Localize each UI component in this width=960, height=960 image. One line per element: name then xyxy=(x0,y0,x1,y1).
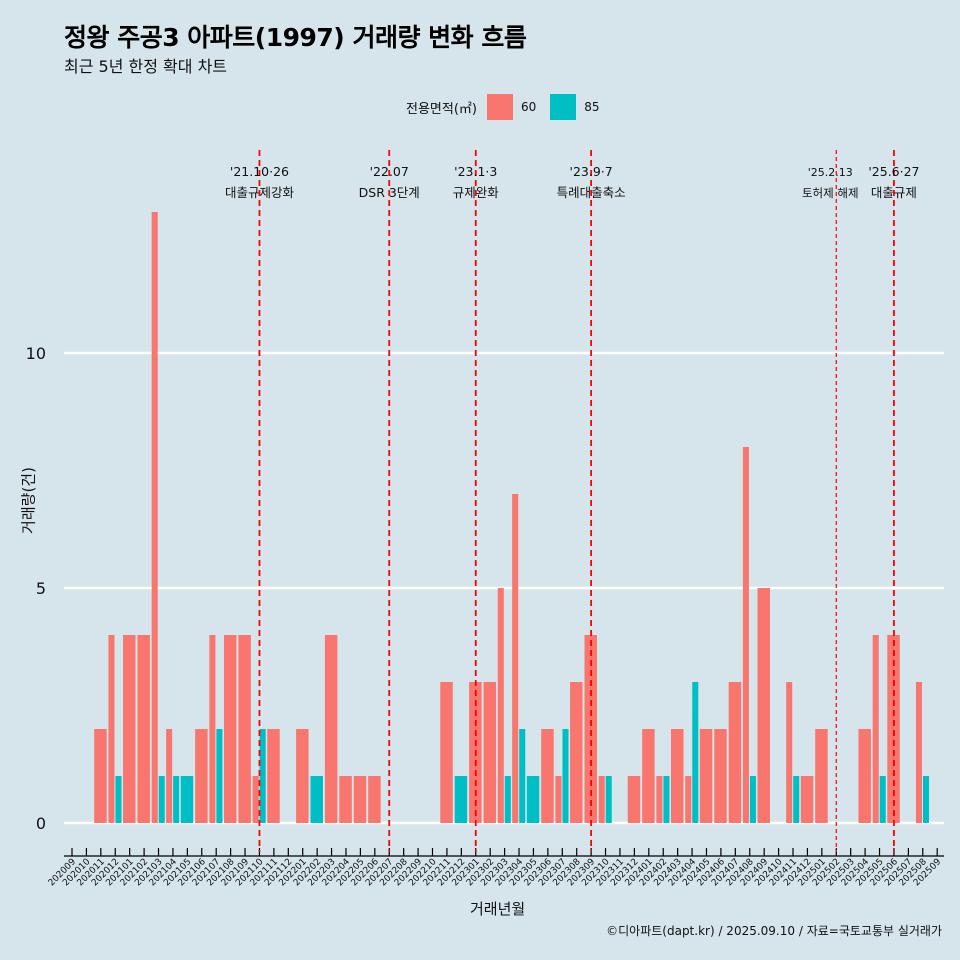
bar-60-202308 xyxy=(570,682,583,823)
bar-60-202409 xyxy=(757,588,770,823)
bar-85-202303 xyxy=(504,776,511,823)
bar-60-202505 xyxy=(872,635,879,823)
bar-85-202105 xyxy=(180,776,194,823)
bar-85-202305 xyxy=(526,776,540,823)
bar-60-202110 xyxy=(252,776,259,823)
y-axis-title: 거래량(건) xyxy=(19,467,38,534)
bar-85-202202 xyxy=(310,776,323,823)
bar-60-202012 xyxy=(108,635,115,823)
bar-60-202408 xyxy=(742,447,749,823)
event-label: 특례대출축소 xyxy=(557,185,626,200)
bar-60-202504 xyxy=(858,729,871,823)
bar-60-202312 xyxy=(627,776,641,823)
event-date: '23.1·3 xyxy=(454,164,497,179)
bar-60-202412 xyxy=(800,776,814,823)
bar-60-202201 xyxy=(296,729,309,823)
legend-label-60: 60 xyxy=(520,100,537,114)
bar-60-202011 xyxy=(94,729,107,823)
bar-85-202307 xyxy=(562,729,569,823)
bar-60-202107 xyxy=(209,635,216,823)
bar-60-202405 xyxy=(699,729,713,823)
bar-60-202302 xyxy=(483,682,497,823)
event-label: DSR 3단계 xyxy=(359,185,420,200)
bar-85-202408 xyxy=(749,776,756,823)
bar-60-202304 xyxy=(512,494,519,823)
event-date: '25.2.13 xyxy=(808,166,853,179)
bar-60-202406 xyxy=(714,729,727,823)
bar-60-202206 xyxy=(368,776,381,823)
bar-60-202402 xyxy=(656,776,663,823)
bar-85-202104 xyxy=(173,776,180,823)
bar-60-202310 xyxy=(598,776,605,823)
bar-60-202103 xyxy=(151,212,158,823)
event-label: 토허제 해제 xyxy=(802,186,859,200)
bar-60-202309 xyxy=(584,635,597,823)
bar-60-202101 xyxy=(123,635,136,823)
bar-60-202205 xyxy=(353,776,367,823)
caption: ©디아파트(dapt.kr) / 2025.09.10 / 자료=국토교통부 실… xyxy=(606,924,942,938)
event-label: 대출규제 xyxy=(871,185,917,200)
bar-60-202109 xyxy=(238,635,251,823)
bar-85-202212 xyxy=(454,776,468,823)
legend-key-60 xyxy=(486,94,513,120)
bar-60-202111 xyxy=(267,729,280,823)
bar-85-202505 xyxy=(879,776,886,823)
bar-60-202102 xyxy=(137,635,150,823)
bar-85-202402 xyxy=(663,776,670,823)
legend-key-85 xyxy=(550,94,577,120)
bar-60-202403 xyxy=(671,729,684,823)
bar-60-202104 xyxy=(166,729,173,823)
x-axis-title: 거래년월 xyxy=(470,900,526,918)
bar-60-202411 xyxy=(786,682,793,823)
bar-85-202411 xyxy=(793,776,800,823)
chart-title: 정왕 주공3 아파트(1997) 거래량 변화 흐름 xyxy=(64,23,527,52)
bar-60-202307 xyxy=(555,776,562,823)
bar-60-202306 xyxy=(541,729,554,823)
event-label: 대출규제강화 xyxy=(225,185,295,200)
event-date: '25.6·27 xyxy=(868,164,919,179)
bar-85-202404 xyxy=(692,682,699,823)
event-date: '22.07 xyxy=(370,164,409,179)
bar-60-202501 xyxy=(815,729,828,823)
bar-85-202310 xyxy=(605,776,612,823)
legend-title: 전용면적(㎡) xyxy=(406,101,477,117)
y-tick-label: 0 xyxy=(36,814,46,833)
bar-60-202204 xyxy=(339,776,352,823)
bar-60-202401 xyxy=(642,729,655,823)
bar-60-202404 xyxy=(685,776,692,823)
bar-85-202110 xyxy=(259,729,266,823)
bar-60-202407 xyxy=(728,682,742,823)
bar-85-202107 xyxy=(216,729,223,823)
bar-60-202506 xyxy=(887,635,900,823)
bar-85-202012 xyxy=(115,776,122,823)
legend: 전용면적(㎡) 60 85 xyxy=(406,92,614,122)
bar-60-202203 xyxy=(324,635,338,823)
bar-60-202303 xyxy=(497,588,504,823)
event-date: '23.9·7 xyxy=(570,164,613,179)
bar-85-202304 xyxy=(519,729,526,823)
event-label: 규제완화 xyxy=(453,185,500,200)
chart-subtitle: 최근 5년 한정 확대 차트 xyxy=(64,57,228,76)
bar-60-202211 xyxy=(440,682,453,823)
bar-85-202103 xyxy=(158,776,165,823)
bar-60-202106 xyxy=(195,729,208,823)
bar-60-202508 xyxy=(915,682,922,823)
event-date: '21.10·26 xyxy=(230,164,289,179)
bar-85-202508 xyxy=(922,776,930,823)
bar-60-202108 xyxy=(223,635,237,823)
legend-label-85: 85 xyxy=(584,100,600,114)
y-tick-label: 10 xyxy=(26,344,46,363)
y-tick-label: 5 xyxy=(36,579,46,598)
